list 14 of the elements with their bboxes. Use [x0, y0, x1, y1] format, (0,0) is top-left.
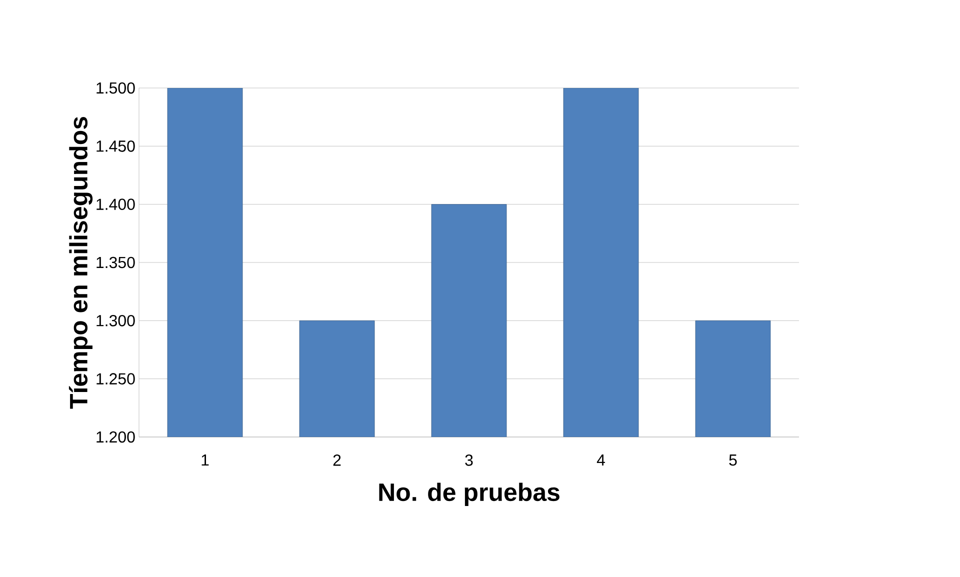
x-tick-label: 2: [333, 454, 341, 466]
y-tick-label: 1.250: [96, 373, 135, 384]
x-tick-label: 4: [596, 454, 605, 466]
y-tick-label: 1.300: [96, 314, 135, 326]
x-tick-label: 1: [202, 454, 209, 466]
y-tick-label: 1.400: [96, 198, 135, 210]
x-tick-label: 3: [465, 454, 473, 466]
y-axis-title: Tíempo en milisegundos: [68, 116, 93, 409]
y-tick-label: 1.350: [96, 256, 135, 268]
y-tick-label: 1.450: [96, 140, 135, 152]
y-tick-label: 1.200: [96, 431, 135, 443]
y-tick-label: 1.500: [96, 82, 135, 94]
x-tick-label: 5: [729, 454, 737, 466]
x-axis-title: No. de pruebas: [379, 482, 560, 506]
